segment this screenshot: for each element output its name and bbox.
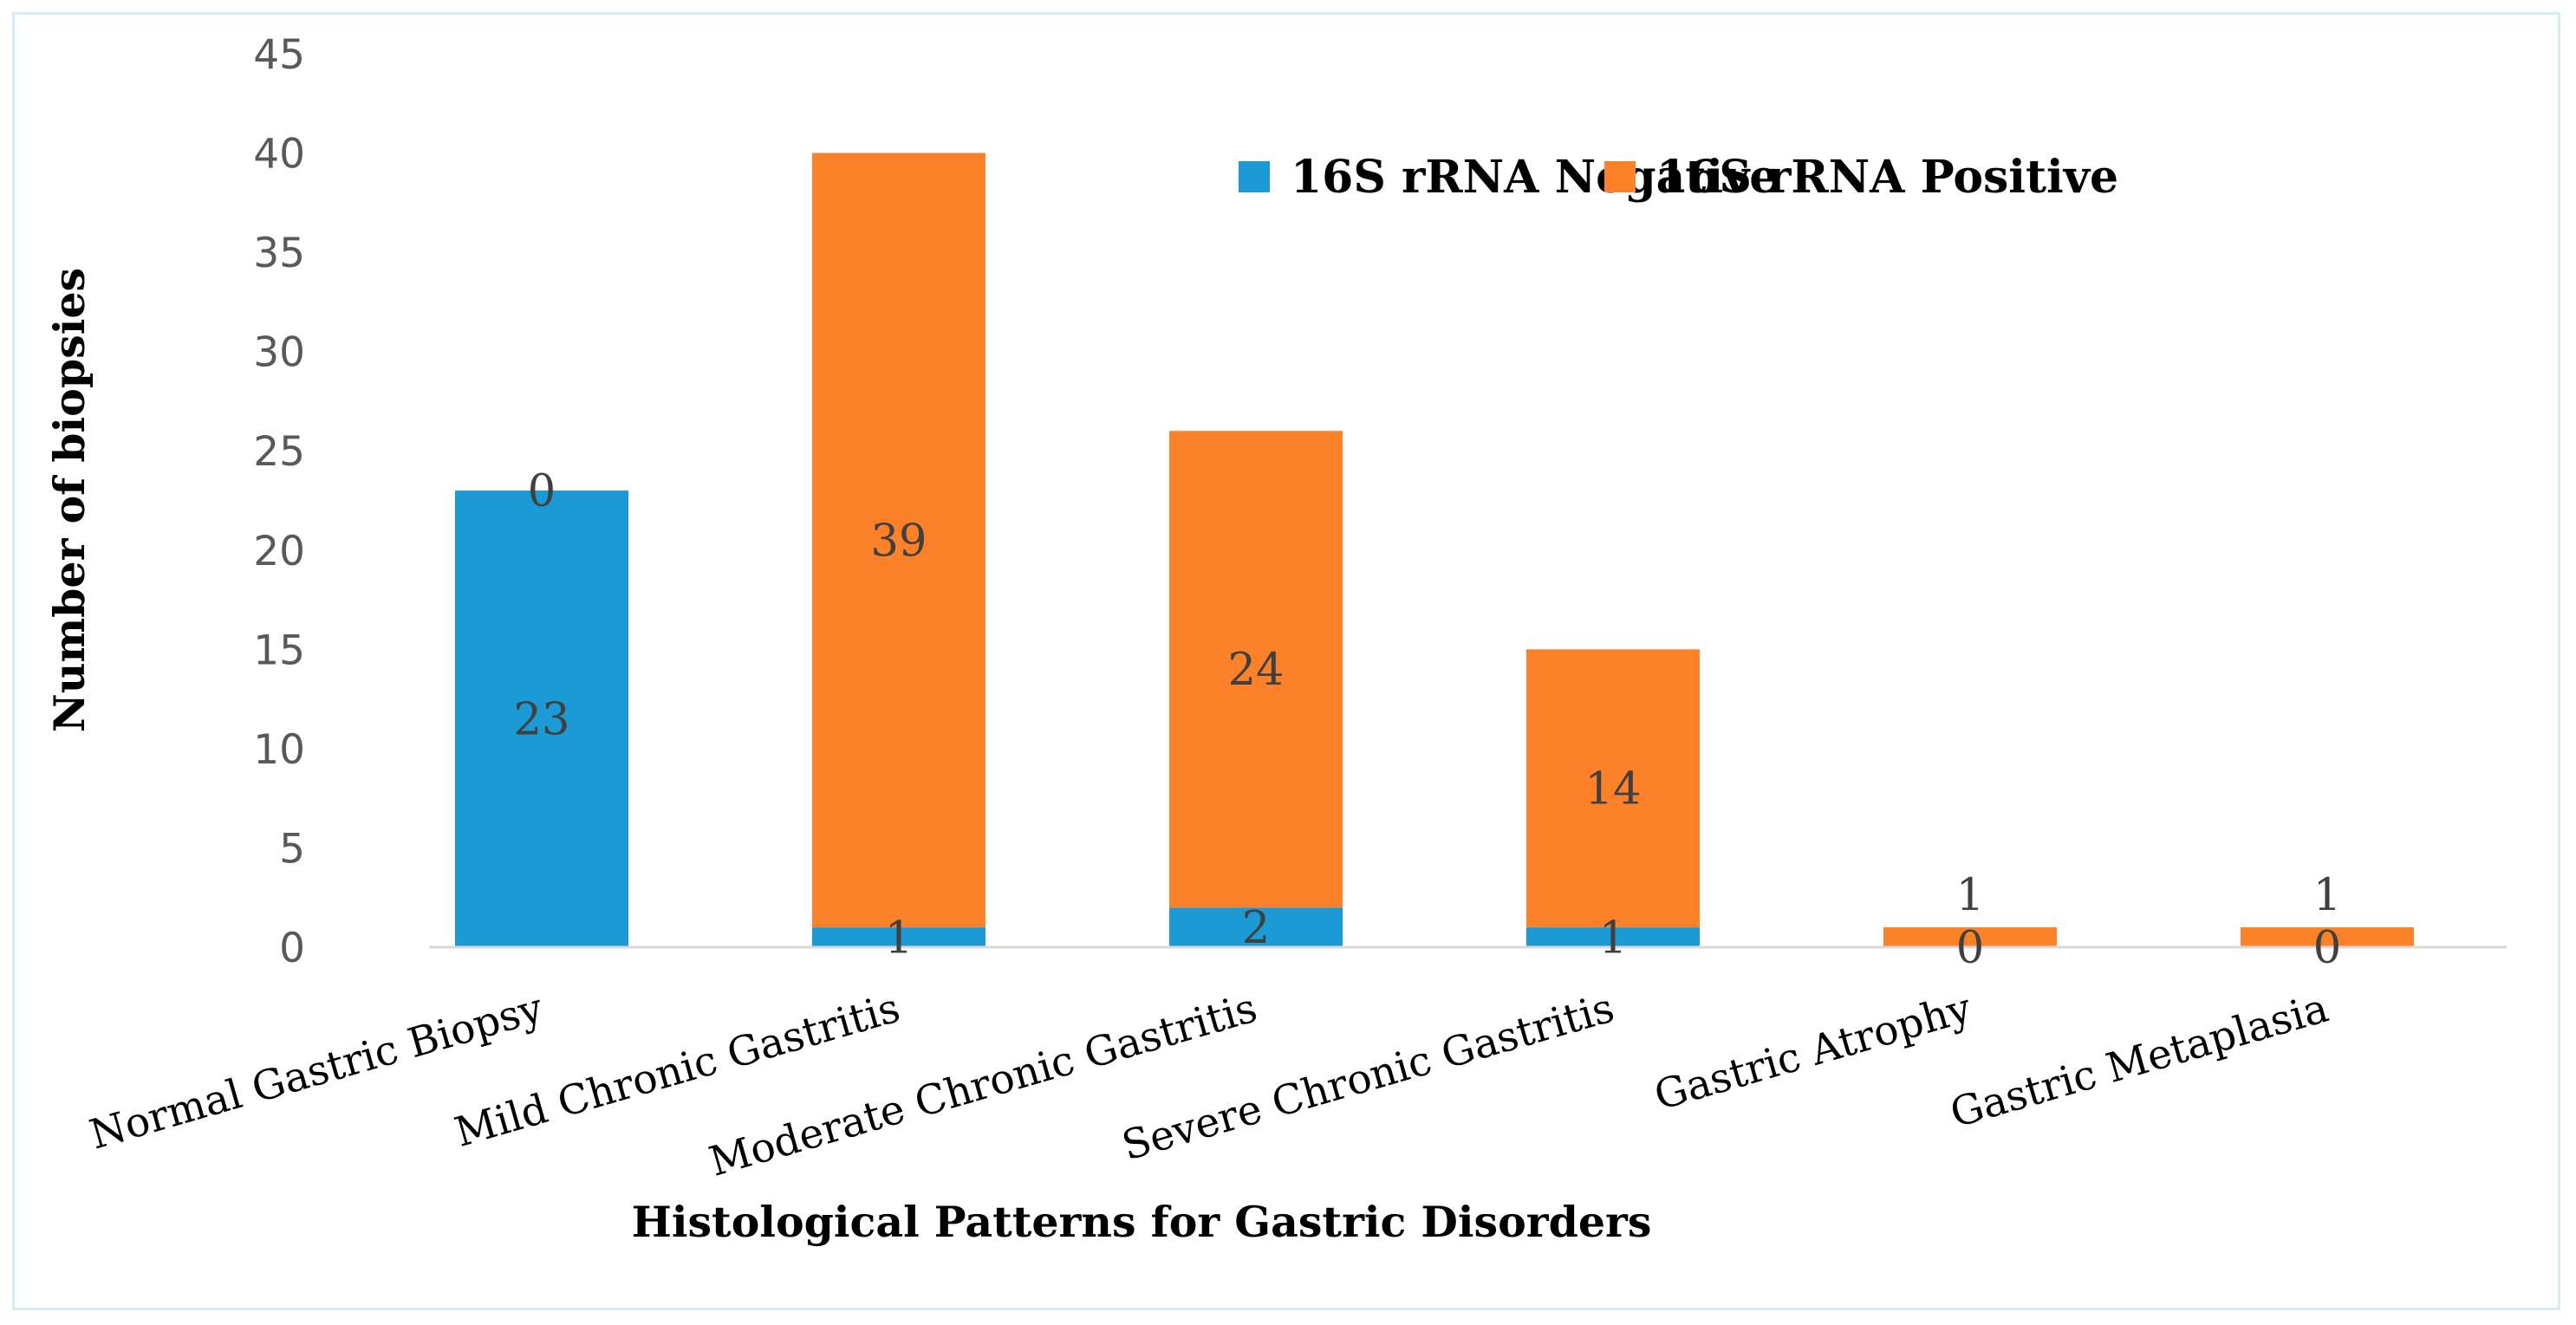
data-label-negative: 23	[514, 695, 570, 746]
bar-negative	[1526, 927, 1700, 947]
y-axis-title: Number of biopsies	[44, 268, 94, 732]
bar-positive	[2241, 927, 2414, 947]
y-tick-label: 45	[253, 31, 305, 79]
data-label-positive: 1	[1956, 870, 1984, 921]
data-label-negative: 1	[885, 913, 913, 965]
data-label-negative: 2	[1242, 903, 1270, 954]
data-label-negative: 0	[1956, 923, 1984, 974]
data-label-negative: 0	[2313, 923, 2341, 974]
legend-label-negative: 16S rRNA Negative	[1291, 151, 1778, 204]
bar-positive	[1883, 927, 2057, 947]
y-tick-label: 20	[253, 528, 305, 575]
bar-positive	[812, 153, 986, 928]
data-label-positive: 1	[2313, 870, 2341, 921]
data-label-negative: 1	[1599, 913, 1627, 965]
bar-positive	[1526, 649, 1700, 928]
legend-swatch-positive	[1604, 161, 1636, 192]
y-tick-label: 25	[253, 428, 305, 476]
x-category-label: Gastric Atrophy	[1649, 984, 1977, 1120]
data-label-positive: 39	[871, 516, 927, 567]
legend-label-positive: 16S rRNA Positive	[1656, 151, 2118, 204]
data-label-positive: 24	[1228, 645, 1285, 696]
bar-negative	[812, 927, 986, 947]
y-tick-label: 35	[253, 230, 305, 277]
legend: 16S rRNA Negative 16S rRNA Positive	[1239, 151, 2118, 204]
bar-negative	[455, 490, 628, 947]
bar-positive	[1169, 431, 1343, 908]
chart-frame: 0 5 10 15 20 25 30 35 40 45 23 0 1 39 2 24 1 14 0 1 0 1 Norm…	[12, 12, 2560, 1310]
bar-negative	[1169, 907, 1343, 947]
y-tick-label: 40	[253, 131, 305, 179]
y-tick-label: 5	[279, 825, 305, 873]
x-category-label: Gastric Metaplasia	[1945, 984, 2333, 1138]
y-axis-ticks: 0 5 10 15 20 25 30 35 40 45	[253, 31, 305, 972]
y-tick-label: 10	[253, 726, 305, 774]
y-tick-label: 15	[253, 627, 305, 674]
bars	[455, 153, 2414, 947]
data-label-positive: 0	[528, 466, 556, 517]
x-axis-title: Histological Patterns for Gastric Disord…	[632, 1197, 1652, 1247]
data-label-positive: 14	[1585, 764, 1642, 815]
y-tick-label: 0	[279, 925, 305, 972]
legend-swatch-negative	[1239, 161, 1270, 192]
y-tick-label: 30	[253, 329, 305, 377]
